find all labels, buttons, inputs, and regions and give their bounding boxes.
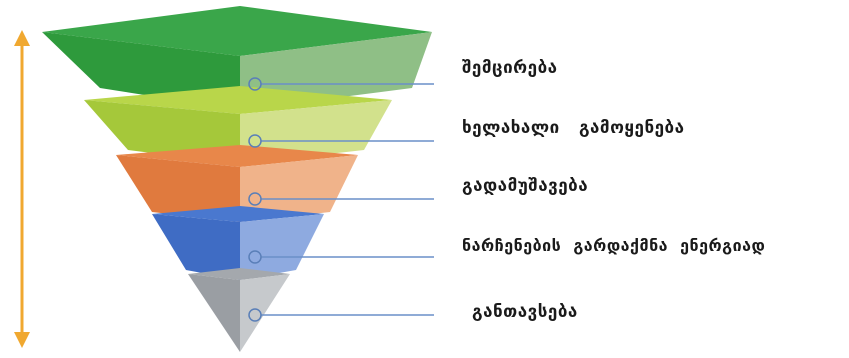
tier-5-label: განთავსება [472,302,578,322]
double-arrow [14,30,30,348]
tier-5-front-face [188,274,240,352]
tier-5-side-face [240,274,290,352]
arrow-head-bottom [14,332,30,348]
connector-5 [249,309,434,321]
tier-2-label: ხელახალი გამოყენება [462,118,685,138]
tier-5 [188,268,290,352]
tier-4-label: ნარჩენების გარდაქმნა ენერგიად [462,236,765,255]
arrow-head-top [14,30,30,46]
tier-3-label: გადამუშავება [462,176,588,196]
tier-1-label: შემცირება [462,58,558,78]
